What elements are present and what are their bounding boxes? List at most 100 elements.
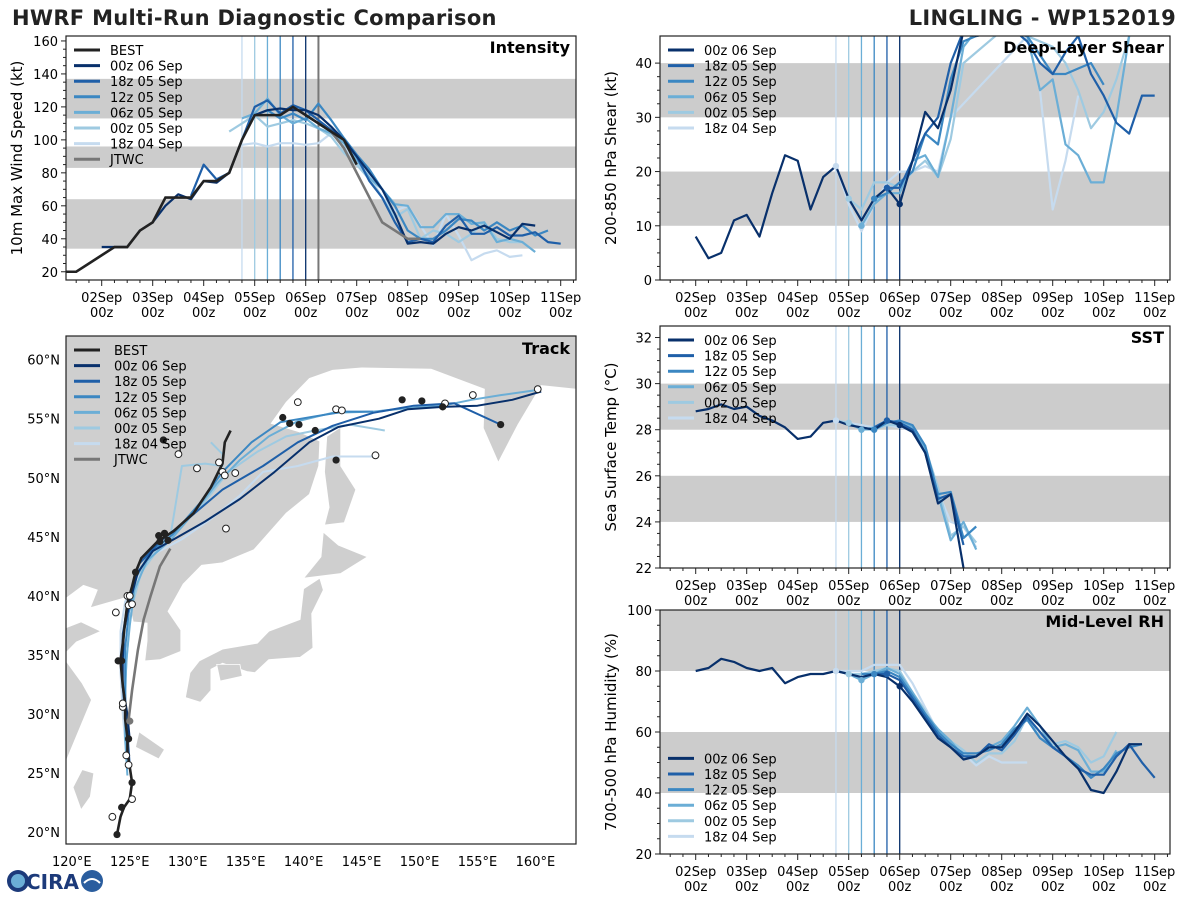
x-tick-label: 03Sep: [726, 579, 767, 594]
jtwc-line: [317, 122, 421, 241]
jtwc-marker: [126, 717, 134, 725]
legend-label: 06z 05 Sep: [704, 91, 777, 106]
x-tick-label: 00z: [939, 594, 963, 609]
position-marker-open: [293, 398, 302, 407]
legend-label: 12z 05 Sep: [110, 91, 183, 106]
x-tick-label: 00z: [345, 306, 369, 321]
series-line: [887, 36, 1155, 189]
legend-label: 00z 05 Sep: [704, 396, 777, 411]
y-tick-label: 60: [635, 726, 652, 741]
storm-id-title: LINGLING - WP152019: [908, 6, 1176, 30]
lat-label: 45°N: [27, 531, 60, 546]
y-tick-label: 0: [644, 274, 652, 289]
lat-label: 50°N: [27, 472, 60, 487]
init-marker: [883, 417, 891, 424]
lon-label: 125°E: [110, 855, 150, 870]
axes-frame: [659, 325, 1171, 569]
x-tick-label: 00z: [1092, 594, 1116, 609]
y-tick-label: 80: [41, 167, 58, 182]
position-marker-filled: [155, 532, 163, 540]
init-marker: [845, 670, 852, 678]
threshold-band: [660, 610, 1170, 671]
x-tick-label: 00z: [990, 306, 1014, 321]
position-marker-open: [193, 464, 201, 473]
position-marker-open: [118, 699, 127, 708]
y-axis-label: Sea Surface Temp (°C): [602, 362, 620, 531]
x-tick-label: 00z: [192, 306, 216, 321]
y-axis-label: 10m Max Wind Speed (kt): [8, 61, 26, 256]
lon-label: 120°E: [52, 855, 92, 870]
position-marker-open: [122, 751, 131, 760]
legend-label: 00z 05 Sep: [704, 106, 777, 121]
lat-label: 55°N: [27, 413, 60, 428]
init-marker: [832, 667, 840, 675]
land-polygon: [72, 769, 95, 811]
x-tick-label: 06Sep: [879, 291, 920, 306]
track-panel: 20°N 25°N 30°N 35°N 40°N 45°N 50°N 55°N 60°N 120°…: [27, 335, 577, 870]
legend-label: 18z 04 Sep: [704, 830, 777, 845]
x-tick-label: 04Sep: [777, 291, 818, 306]
lon-label: 135°E: [226, 855, 266, 870]
legend-label: BEST: [114, 344, 147, 359]
x-tick-label: 05Sep: [828, 865, 869, 880]
init-marker: [871, 670, 878, 678]
forecast-track: [124, 389, 536, 776]
legend-label: 06z 05 Sep: [110, 106, 183, 121]
legend-label: 00z 05 Sep: [114, 422, 187, 437]
x-tick-label: 00z: [786, 594, 810, 609]
lon-label: 140°E: [284, 855, 324, 870]
x-tick-label: 00z: [1143, 594, 1167, 609]
y-tick-label: 140: [33, 68, 58, 83]
x-tick-label: 02Sep: [675, 865, 716, 880]
position-marker-filled: [159, 436, 167, 444]
x-tick-label: 00z: [1143, 880, 1167, 895]
init-marker: [883, 184, 891, 192]
x-tick-label: 00z: [939, 880, 963, 895]
x-tick-label: 04Sep: [183, 291, 224, 306]
position-marker-open: [371, 451, 380, 460]
y-tick-label: 22: [635, 562, 652, 577]
legend-label: 18z 05 Sep: [114, 375, 187, 390]
x-tick-label: 09Sep: [438, 291, 479, 306]
map-area: [66, 336, 576, 844]
x-tick-label: 11Sep: [1134, 291, 1175, 306]
x-tick-label: 00z: [1041, 306, 1065, 321]
x-tick-label: 11Sep: [1134, 865, 1175, 880]
x-tick-label: 00z: [1092, 880, 1116, 895]
series-line: [847, 36, 1131, 211]
y-tick-label: 30: [635, 378, 652, 393]
x-tick-label: 00z: [786, 880, 810, 895]
shear-panel: 01020304002Sep00z03Sep00z04Sep00z05Sep00…: [602, 35, 1175, 321]
forecast-track: [121, 390, 542, 741]
legend-label: 00z 06 Sep: [704, 44, 777, 59]
plot-area: [660, 326, 1170, 568]
y-axis-label: 700-500 hPa Humidity (%): [602, 633, 620, 831]
x-tick-label: 00z: [735, 880, 759, 895]
x-tick-label: 00z: [1041, 880, 1065, 895]
legend-label: 06z 05 Sep: [704, 381, 777, 396]
lon-label: 150°E: [400, 855, 440, 870]
legend-label: JTWC: [109, 153, 144, 168]
x-tick-label: 00z: [243, 306, 267, 321]
land-polygon: [184, 577, 324, 703]
rh-panel: 2040608010002Sep00z03Sep00z04Sep00z05Sep…: [602, 604, 1175, 895]
legend-label: 00z 06 Sep: [704, 752, 777, 767]
position-marker-open: [124, 760, 133, 769]
x-tick-label: 06Sep: [285, 291, 326, 306]
series-line: [254, 102, 549, 240]
x-tick-label: 09Sep: [1032, 865, 1073, 880]
x-tick-label: 05Sep: [828, 579, 869, 594]
x-tick-label: 07Sep: [930, 291, 971, 306]
series-line: [834, 36, 1080, 233]
x-tick-label: 10Sep: [1083, 865, 1124, 880]
forecast-track: [124, 410, 374, 762]
map-frame: [65, 335, 577, 845]
position-marker-open: [128, 600, 136, 609]
series-line: [695, 657, 1142, 795]
position-marker-open: [108, 812, 117, 821]
x-tick-label: 00z: [396, 306, 420, 321]
legend-label: 18z 04 Sep: [110, 138, 183, 153]
